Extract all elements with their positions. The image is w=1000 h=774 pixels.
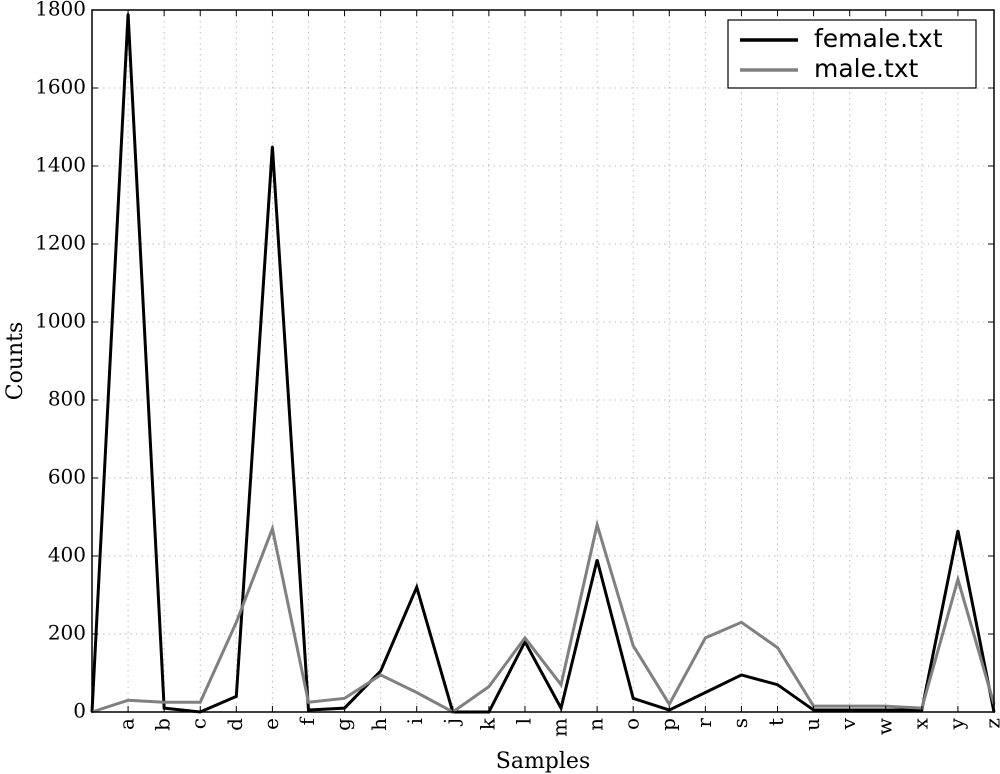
data-point xyxy=(704,636,707,639)
data-point xyxy=(776,683,779,686)
series-line-2 xyxy=(91,518,996,714)
data-point xyxy=(163,701,166,704)
x-tick-label: j xyxy=(439,718,463,726)
x-tick-label: g xyxy=(331,718,355,731)
y-axis-title: Counts xyxy=(3,322,28,401)
data-point xyxy=(307,701,310,704)
x-tick-label: u xyxy=(800,718,824,731)
y-tick-label: 1400 xyxy=(35,153,86,177)
x-tick-label: w xyxy=(872,718,896,735)
x-tick-label: f xyxy=(295,716,319,725)
x-axis-title: Samples xyxy=(496,749,590,774)
x-tick-label: k xyxy=(475,717,499,730)
x-tick-label: x xyxy=(908,717,932,729)
x-tick-label: e xyxy=(259,718,283,730)
data-point xyxy=(956,529,959,532)
data-point xyxy=(199,701,202,704)
data-point xyxy=(415,586,418,589)
legend-box xyxy=(727,19,977,89)
x-tick-label: h xyxy=(367,718,391,731)
x-tick-label: c xyxy=(187,718,211,729)
x-tick-label: y xyxy=(944,717,968,730)
legend-label: male.txt xyxy=(814,54,919,83)
data-point xyxy=(523,636,526,639)
data-point xyxy=(704,691,707,694)
y-tick-label: 800 xyxy=(48,387,86,411)
data-point xyxy=(776,646,779,649)
data-point xyxy=(487,685,490,688)
plot-frame xyxy=(91,9,995,713)
x-tick-label: m xyxy=(548,718,572,737)
x-tick-label: b xyxy=(151,718,175,731)
data-point xyxy=(127,699,130,702)
data-point xyxy=(668,703,671,706)
x-tick-label: i xyxy=(403,718,427,724)
data-point xyxy=(632,644,635,647)
data-point xyxy=(343,697,346,700)
x-tick-label: r xyxy=(692,718,716,728)
y-tick-label: 1000 xyxy=(35,309,86,333)
data-point xyxy=(271,527,274,530)
x-tick-label: l xyxy=(511,718,535,724)
x-tick-label: n xyxy=(584,718,608,731)
data-point xyxy=(632,697,635,700)
data-point xyxy=(379,670,382,673)
y-tick-label: 1600 xyxy=(35,75,86,99)
x-tick-label: p xyxy=(656,718,680,731)
data-point xyxy=(379,673,382,676)
x-tick-label: z xyxy=(981,718,1000,729)
y-tick-label: 1200 xyxy=(35,231,86,255)
series-line-1 xyxy=(90,13,996,714)
series-lines xyxy=(90,12,996,714)
y-tick-label: 200 xyxy=(48,621,86,645)
x-tick-label: d xyxy=(223,718,247,731)
data-point xyxy=(235,695,238,698)
data-point xyxy=(271,145,274,148)
data-point xyxy=(415,691,418,694)
x-tick-label: s xyxy=(728,718,752,728)
data-point xyxy=(560,683,563,686)
data-point xyxy=(235,621,238,624)
data-point xyxy=(596,523,599,526)
y-tick-label: 1800 xyxy=(35,0,86,21)
y-tick-label: 400 xyxy=(48,543,86,567)
data-point xyxy=(956,578,959,581)
data-point xyxy=(523,640,526,643)
x-tick-label: a xyxy=(115,718,139,730)
x-tick-label: v xyxy=(836,717,860,730)
x-tick-label: t xyxy=(764,718,788,726)
data-point xyxy=(740,673,743,676)
data-point xyxy=(596,558,599,561)
x-tick-label: o xyxy=(620,718,644,730)
legend-label: female.txt xyxy=(814,24,943,53)
y-axis-ticks: 0 200 400 600 800 1000 1200 1400 1600 1800 xyxy=(35,0,994,723)
y-tick-label: 0 xyxy=(73,699,86,723)
grid-lines xyxy=(92,10,994,712)
y-tick-label: 600 xyxy=(48,465,86,489)
data-point xyxy=(740,621,743,624)
